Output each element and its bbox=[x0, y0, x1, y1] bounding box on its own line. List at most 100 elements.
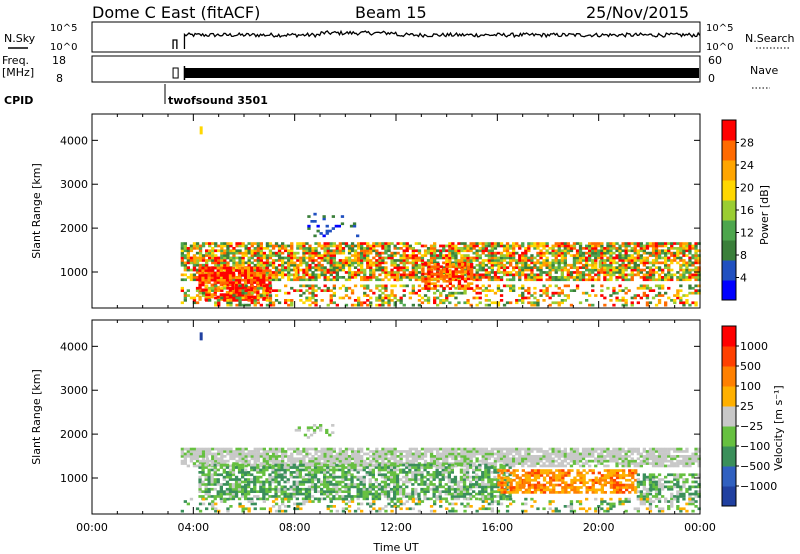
echo-cell bbox=[502, 303, 507, 307]
echo-cell bbox=[284, 261, 288, 265]
echo-cell bbox=[232, 455, 236, 458]
echo-cell bbox=[305, 271, 309, 274]
echo-cell bbox=[265, 269, 269, 272]
echo-cell bbox=[609, 249, 613, 253]
echo-cell bbox=[572, 254, 577, 257]
echo-cell bbox=[268, 251, 273, 255]
echo-cell bbox=[676, 450, 680, 453]
echo-cell bbox=[220, 457, 224, 461]
echo-cell bbox=[290, 244, 294, 248]
echo-cell bbox=[530, 294, 534, 297]
echo-cell bbox=[411, 457, 415, 461]
echo-cell bbox=[621, 455, 625, 458]
echo-cell bbox=[642, 462, 646, 465]
echo-cell bbox=[685, 242, 689, 245]
echo-cell bbox=[244, 447, 248, 451]
echo-cell bbox=[268, 455, 273, 458]
data-point bbox=[598, 260, 602, 269]
echo-cell bbox=[426, 259, 431, 262]
echo-cell bbox=[344, 263, 349, 267]
echo-cell bbox=[366, 299, 370, 302]
echo-cell bbox=[287, 244, 291, 248]
echo-cell bbox=[429, 261, 434, 265]
echo-cell bbox=[673, 464, 677, 468]
echo-cell bbox=[250, 261, 254, 265]
echo-cell bbox=[329, 296, 333, 300]
echo-cell bbox=[201, 263, 206, 267]
echo-cell bbox=[442, 279, 446, 283]
echo-cell bbox=[265, 256, 270, 260]
echo-cell bbox=[676, 242, 680, 245]
echo-cell bbox=[639, 254, 643, 257]
echo-cell bbox=[262, 485, 266, 489]
echo-cell bbox=[621, 276, 625, 279]
echo-cell bbox=[180, 301, 184, 305]
echo-cell bbox=[667, 266, 671, 269]
echo-cell bbox=[454, 244, 458, 248]
echo-cell bbox=[682, 450, 686, 453]
echo-cell bbox=[390, 294, 394, 297]
echo-cell bbox=[247, 303, 251, 307]
echo-cell bbox=[685, 455, 689, 458]
echo-cell bbox=[350, 463, 354, 467]
echo-cell bbox=[274, 452, 279, 456]
echo-cell bbox=[499, 459, 504, 463]
echo-cell bbox=[630, 271, 634, 274]
echo-cell bbox=[533, 464, 537, 468]
echo-cell bbox=[439, 462, 443, 465]
echo-cell bbox=[353, 468, 357, 472]
echo-cell bbox=[383, 480, 388, 484]
echo-cell bbox=[308, 303, 312, 307]
echo-cell bbox=[642, 455, 646, 458]
echo-cell bbox=[363, 459, 367, 463]
echo-cell bbox=[445, 256, 449, 260]
echo-cell bbox=[399, 254, 403, 257]
echo-cell bbox=[609, 299, 613, 302]
echo-cell bbox=[214, 263, 218, 267]
echo-cell bbox=[241, 266, 245, 270]
echo-cell bbox=[475, 278, 479, 282]
echo-cell bbox=[366, 263, 370, 267]
echo-cell bbox=[481, 455, 485, 458]
echo-cell bbox=[271, 480, 275, 484]
echo-cell bbox=[560, 455, 564, 458]
echo-cell bbox=[578, 247, 583, 250]
echo-cell bbox=[509, 261, 513, 265]
echo-cell bbox=[201, 480, 205, 484]
echo-cell bbox=[591, 447, 595, 451]
echo-cell bbox=[287, 447, 291, 451]
echo-cell bbox=[645, 251, 650, 255]
echo-cell bbox=[621, 303, 625, 307]
echo-cell bbox=[460, 452, 464, 456]
echo-cell bbox=[323, 497, 327, 501]
echo-cell bbox=[539, 276, 543, 279]
echo-cell bbox=[615, 256, 619, 260]
echo-cell bbox=[509, 462, 513, 465]
echo-cell bbox=[697, 291, 701, 295]
echo-cell bbox=[433, 291, 437, 295]
echo-cell bbox=[591, 247, 595, 250]
echo-cell bbox=[423, 455, 428, 458]
echo-cell bbox=[572, 278, 577, 282]
echo-cell bbox=[347, 459, 352, 463]
echo-cell bbox=[518, 247, 522, 250]
echo-cell bbox=[211, 289, 215, 292]
echo-cell bbox=[651, 247, 656, 250]
echo-cell bbox=[350, 291, 355, 295]
echo-cell bbox=[220, 256, 224, 260]
echo-cell bbox=[284, 301, 288, 305]
echo-cell bbox=[192, 296, 197, 300]
echo-cell bbox=[451, 450, 455, 453]
echo-cell bbox=[386, 468, 391, 472]
echo-cell bbox=[268, 301, 273, 305]
echo-cell bbox=[694, 276, 698, 279]
echo-cell bbox=[572, 462, 577, 465]
echo-cell bbox=[563, 278, 567, 282]
echo-cell bbox=[308, 247, 312, 250]
echo-cell bbox=[244, 281, 248, 284]
echo-cell bbox=[405, 256, 409, 260]
echo-cell bbox=[676, 251, 680, 255]
echo-cell bbox=[234, 475, 239, 479]
echo-cell bbox=[448, 261, 452, 265]
echo-cell bbox=[618, 452, 622, 456]
